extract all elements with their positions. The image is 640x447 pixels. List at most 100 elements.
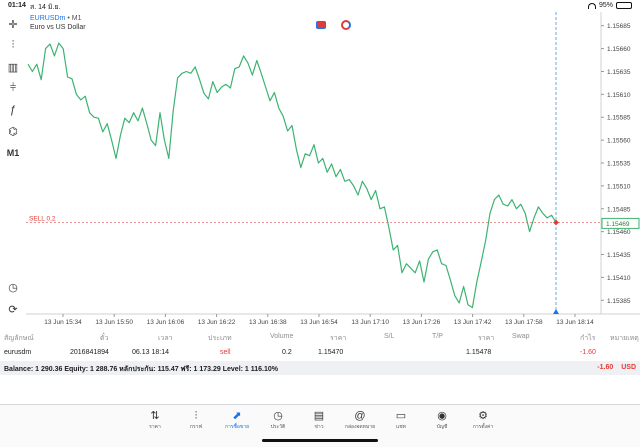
order-line-label: SELL 0.2 bbox=[29, 215, 56, 222]
col-volume: Volume bbox=[270, 333, 294, 340]
history-icon: ◷ bbox=[273, 410, 283, 422]
chart-symbol[interactable]: EURUSDm • M1 bbox=[30, 15, 82, 22]
row-volume: 0.2 bbox=[282, 349, 292, 356]
status-time: 01:14 bbox=[8, 2, 26, 9]
gear-icon: ⚙ bbox=[478, 410, 488, 422]
objects-icon[interactable]: ⌬ bbox=[8, 125, 18, 138]
home-indicator bbox=[262, 439, 378, 442]
table-row[interactable]: eurusdm 2016841894 06.13 18:14 sell 0.2 … bbox=[0, 345, 640, 361]
candles-icon[interactable]: ⫶ bbox=[11, 38, 15, 51]
battery-icon bbox=[616, 2, 632, 9]
row-type: sell bbox=[220, 349, 231, 356]
price-tick-label: 1.15660 bbox=[607, 46, 631, 53]
row-open-price: 1.15470 bbox=[318, 349, 344, 356]
tab-charts[interactable]: ⫶ กราฟ bbox=[176, 409, 216, 431]
crosshair-icon[interactable]: ✛ bbox=[8, 18, 18, 31]
price-tick-label: 1.15410 bbox=[607, 275, 631, 282]
time-tick-label: 13 Jun 16:22 bbox=[198, 319, 236, 326]
account-icon: ◉ bbox=[437, 410, 447, 422]
col-type: ประเภท bbox=[208, 335, 232, 342]
row-ticket: 2016841894 bbox=[70, 349, 109, 356]
status-bar: 01:14 ส. 14 มิ.ย. 95% bbox=[0, 0, 640, 12]
price-tick-label: 1.15685 bbox=[607, 23, 631, 30]
col-time: เวลา bbox=[158, 335, 173, 342]
refresh-icon[interactable] bbox=[341, 20, 351, 30]
trade-history-icon[interactable]: ◷ bbox=[8, 281, 18, 294]
col-symbol: สัญลักษณ์ bbox=[4, 335, 34, 342]
current-price-tag bbox=[601, 217, 640, 229]
time-tick-label: 13 Jun 18:14 bbox=[556, 319, 594, 326]
battery-percent: 95% bbox=[598, 2, 613, 9]
price-tick-label: 1.15610 bbox=[607, 92, 631, 99]
tab-chat[interactable]: ▭ แชท bbox=[381, 409, 421, 431]
price-tick-label: 1.15585 bbox=[607, 115, 631, 122]
mail-icon: @ bbox=[354, 410, 366, 422]
function-icon[interactable]: ƒ bbox=[9, 104, 17, 116]
total-profit-value: -1.60 bbox=[597, 364, 614, 371]
balance-text: Balance: 1 290.36 Equity: 1 288.76 หลักป… bbox=[4, 366, 278, 373]
bar-chart-icon[interactable]: ▥ bbox=[7, 61, 19, 74]
tab-trade[interactable]: ⬈ การซื้อขาย bbox=[217, 409, 257, 431]
trade-chart-icon: ⬈ bbox=[232, 410, 242, 422]
price-tick-label: 1.15435 bbox=[607, 252, 631, 259]
one-click-trading-icon[interactable] bbox=[316, 21, 326, 29]
arrows-updown-icon: ⇅ bbox=[150, 410, 160, 422]
tab-history[interactable]: ◷ ประวัติ bbox=[258, 409, 298, 431]
chart-canvas[interactable]: 1.15685 1.15660 1.15635 1.15610 1.15585 1.155… bbox=[26, 12, 640, 328]
symbol-timeframe: M1 bbox=[71, 15, 82, 22]
price-tick-label: 1.15560 bbox=[607, 138, 631, 145]
price-tick-label: 1.15385 bbox=[607, 298, 631, 305]
status-date: ส. 14 มิ.ย. bbox=[30, 4, 61, 11]
total-profit-currency: USD bbox=[621, 364, 636, 371]
candles-icon: ⫶ bbox=[194, 410, 198, 422]
symbol-name: EURUSDm bbox=[30, 15, 66, 22]
row-symbol: eurusdm bbox=[4, 349, 32, 356]
time-tick-label: 13 Jun 16:38 bbox=[249, 319, 287, 326]
price-tick-label: 1.15510 bbox=[607, 183, 631, 190]
sync-chart-icon[interactable]: ⟳ bbox=[8, 303, 18, 316]
time-tick-label: 13 Jun 17:42 bbox=[454, 319, 492, 326]
col-sl: S/L bbox=[384, 333, 395, 340]
col-tp: T/P bbox=[432, 333, 443, 340]
current-price-label: 1.15469 bbox=[606, 221, 630, 228]
col-ticket: ตั๋ว bbox=[100, 335, 109, 342]
balance-bar: Balance: 1 290.36 Equity: 1 288.76 หลักป… bbox=[0, 361, 640, 375]
col-current-price: ราคา bbox=[478, 335, 495, 342]
time-tick-label: 13 Jun 17:58 bbox=[505, 319, 543, 326]
chart-toolbar: ✛ ⫶ ▥ ⫩ ƒ ⌬ M1 ◷ ⟳ bbox=[0, 12, 26, 318]
price-tick-label: 1.15460 bbox=[607, 229, 631, 236]
time-tick-label: 13 Jun 15:50 bbox=[95, 319, 133, 326]
table-header: สัญลักษณ์ ตั๋ว เวลา ประเภท Volume ราคา S… bbox=[0, 329, 640, 345]
col-profit: กำไร bbox=[580, 335, 596, 342]
col-price: ราคา bbox=[330, 335, 347, 342]
col-swap: Swap bbox=[512, 333, 530, 340]
row-time: 06.13 18:14 bbox=[132, 349, 169, 356]
last-price-marker bbox=[553, 219, 559, 226]
symbol-description: Euro vs US Dollar bbox=[30, 24, 86, 31]
tab-news[interactable]: ▤ ข่าว bbox=[299, 409, 339, 431]
col-comment: หมายเหตุ bbox=[610, 335, 639, 342]
price-chart[interactable]: 1.15685 1.15660 1.15635 1.15610 1.15585 1.155… bbox=[26, 12, 640, 328]
timeframe-button[interactable]: M1 bbox=[6, 148, 20, 158]
status-right: 95% bbox=[587, 2, 632, 9]
chat-icon: ▭ bbox=[395, 410, 407, 422]
row-profit: -1.60 bbox=[580, 349, 596, 356]
price-tick-label: 1.15485 bbox=[607, 206, 631, 213]
price-line bbox=[27, 42, 557, 309]
tab-account[interactable]: ◉ บัญชี bbox=[422, 409, 462, 431]
indicators-icon[interactable]: ⫩ bbox=[9, 81, 17, 94]
time-tick-label: 13 Jun 16:06 bbox=[147, 319, 185, 326]
row-current-price: 1.15478 bbox=[466, 349, 492, 356]
tab-mailbox[interactable]: @ กล่องจดหมาย bbox=[340, 409, 380, 431]
price-tick-label: 1.15635 bbox=[607, 69, 631, 76]
news-icon: ▤ bbox=[313, 410, 325, 422]
time-tick-label: 13 Jun 17:10 bbox=[351, 319, 389, 326]
tab-settings[interactable]: ⚙ การตั้งค่า bbox=[463, 409, 503, 431]
time-tick-label: 13 Jun 15:34 bbox=[44, 319, 82, 326]
time-tick-label: 13 Jun 16:54 bbox=[300, 319, 338, 326]
total-profit: -1.60 USD bbox=[597, 364, 636, 371]
tab-quotes[interactable]: ⇅ ราคา bbox=[135, 409, 175, 431]
trade-marker-arrow bbox=[553, 309, 559, 314]
time-tick-label: 13 Jun 17:26 bbox=[403, 319, 441, 326]
wifi-icon bbox=[587, 2, 596, 9]
